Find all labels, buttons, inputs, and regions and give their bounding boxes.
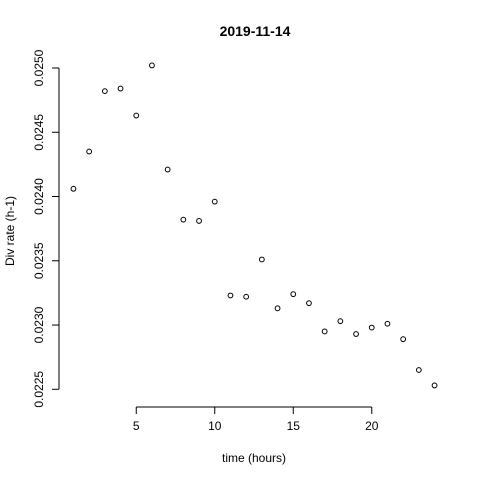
data-point — [431, 382, 438, 389]
y-tick-label: 0.0240 — [32, 178, 46, 215]
data-point — [164, 166, 171, 173]
data-point — [384, 320, 391, 327]
y-tick-label: 0.0230 — [32, 306, 46, 343]
data-point — [274, 305, 281, 312]
data-point — [227, 292, 234, 299]
data-points — [70, 62, 438, 389]
y-tick-label: 0.0250 — [32, 49, 46, 86]
x-tick-label: 10 — [208, 419, 222, 433]
x-axis-label: time (hours) — [222, 451, 286, 465]
y-tick-label: 0.0235 — [32, 242, 46, 279]
data-point — [196, 218, 202, 224]
data-point — [70, 185, 77, 192]
y-axis: 0.0225 0.0230 0.0235 0.0240 0.0245 0.0250 — [32, 49, 60, 408]
y-tick-label: 0.0225 — [32, 371, 46, 408]
data-point — [211, 198, 218, 205]
data-point — [258, 256, 265, 263]
data-point — [101, 88, 108, 95]
data-point — [353, 331, 359, 337]
data-point — [180, 216, 187, 223]
x-tick-label: 5 — [133, 419, 140, 433]
data-point — [117, 85, 124, 92]
x-tick-label: 15 — [287, 419, 301, 433]
data-point — [86, 148, 93, 155]
data-point — [321, 328, 328, 335]
data-point — [415, 367, 422, 373]
data-point — [133, 112, 140, 119]
x-axis: 5 10 15 20 — [133, 406, 379, 433]
x-tick-label: 20 — [365, 419, 379, 433]
data-point — [400, 336, 407, 343]
data-point — [149, 62, 155, 69]
data-point — [290, 291, 297, 298]
y-tick-label: 0.0245 — [32, 114, 46, 151]
data-point — [337, 318, 344, 325]
chart-title: 2019-11-14 — [220, 23, 291, 39]
data-point — [368, 324, 375, 331]
y-axis-label: Div rate (h-1) — [3, 196, 17, 266]
data-point — [306, 300, 312, 307]
data-point — [243, 293, 250, 300]
